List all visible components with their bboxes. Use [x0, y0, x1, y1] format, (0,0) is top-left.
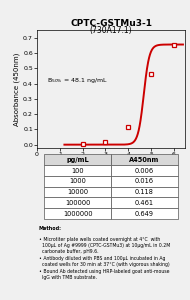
Text: • Microtiter plate wells coated overnight at 4°C  with
  100μL of Ag #9999 (CPTC: • Microtiter plate wells coated overnigh…: [39, 237, 170, 280]
Text: CPTC-GSTMu3-1: CPTC-GSTMu3-1: [70, 20, 152, 28]
Text: (730A17.1): (730A17.1): [90, 26, 132, 35]
X-axis label: Ab. Conc. (log pg/mL): Ab. Conc. (log pg/mL): [73, 159, 149, 166]
Y-axis label: Absorbance (450nm): Absorbance (450nm): [14, 52, 20, 125]
Text: B$_{50\%}$ = 48.1 ng/mL: B$_{50\%}$ = 48.1 ng/mL: [48, 76, 108, 85]
Text: Method:: Method:: [39, 226, 62, 231]
